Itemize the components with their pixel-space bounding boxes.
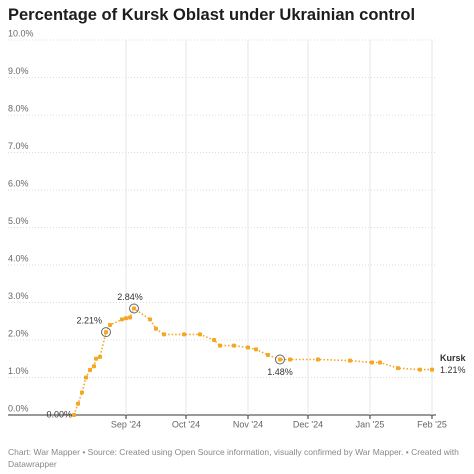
marker	[108, 323, 112, 327]
marker	[76, 401, 80, 406]
y-tick-label: 4.0%	[8, 253, 29, 263]
y-tick-label: 2.0%	[8, 328, 29, 338]
series-label: Kursk	[440, 353, 467, 363]
highlight	[275, 354, 285, 365]
value-label: 2.21%	[76, 316, 102, 326]
chart-title: Percentage of Kursk Oblast under Ukraini…	[8, 6, 416, 24]
marker	[370, 360, 374, 365]
marker	[316, 357, 320, 362]
marker	[430, 367, 434, 372]
highlight	[101, 327, 111, 338]
marker	[182, 332, 186, 337]
value-label: 2.84%	[117, 292, 143, 302]
marker	[218, 343, 222, 348]
marker	[278, 357, 282, 362]
marker	[132, 306, 136, 311]
marker	[198, 332, 202, 337]
y-tick-label: 1.0%	[8, 366, 29, 376]
marker	[128, 315, 132, 320]
line	[73, 307, 432, 416]
footer: Chart: War Mapper • Source: Created usin…	[8, 447, 459, 469]
marker	[80, 390, 84, 395]
y-tick-label: 10.0%	[8, 28, 34, 38]
marker	[120, 317, 124, 322]
value-label: 1.21%	[440, 365, 466, 375]
marker	[418, 367, 422, 372]
marker	[154, 326, 158, 331]
marker	[94, 356, 98, 361]
y-tick-label: 7.0%	[8, 141, 29, 151]
marker	[72, 413, 76, 417]
marker	[88, 368, 92, 372]
marker	[148, 317, 152, 322]
y-tick-label: 9.0%	[8, 66, 29, 76]
marker	[124, 316, 128, 321]
x-tick-label: Sep '24	[111, 419, 141, 429]
x-tick-label: Nov '24	[233, 419, 263, 429]
marker	[232, 343, 236, 348]
marker	[212, 338, 216, 342]
marker	[254, 347, 258, 352]
marker	[98, 354, 102, 359]
x-tick-label: Dec '24	[293, 419, 323, 429]
y-tick-label: 5.0%	[8, 216, 29, 226]
y-tick-label: 6.0%	[8, 178, 29, 188]
marker	[288, 357, 292, 362]
value-label: 1.48%	[267, 367, 293, 377]
y-tick-label: 3.0%	[8, 291, 29, 301]
x-tick-label: Jan '25	[356, 419, 385, 429]
highlight	[129, 303, 139, 314]
marker	[162, 332, 166, 337]
marker	[378, 360, 382, 365]
y-tick-label: 0.0%	[8, 403, 29, 413]
marker	[84, 375, 88, 380]
value-label: 0.00%	[46, 409, 72, 419]
marker	[104, 330, 108, 335]
marker	[266, 353, 270, 357]
marker	[348, 358, 352, 363]
x-tick-label: Feb '25	[417, 419, 447, 429]
y-tick-label: 8.0%	[8, 103, 29, 113]
marker	[92, 364, 96, 369]
x-tick-label: Oct '24	[172, 419, 200, 429]
marker	[396, 366, 400, 371]
marker	[246, 345, 250, 350]
